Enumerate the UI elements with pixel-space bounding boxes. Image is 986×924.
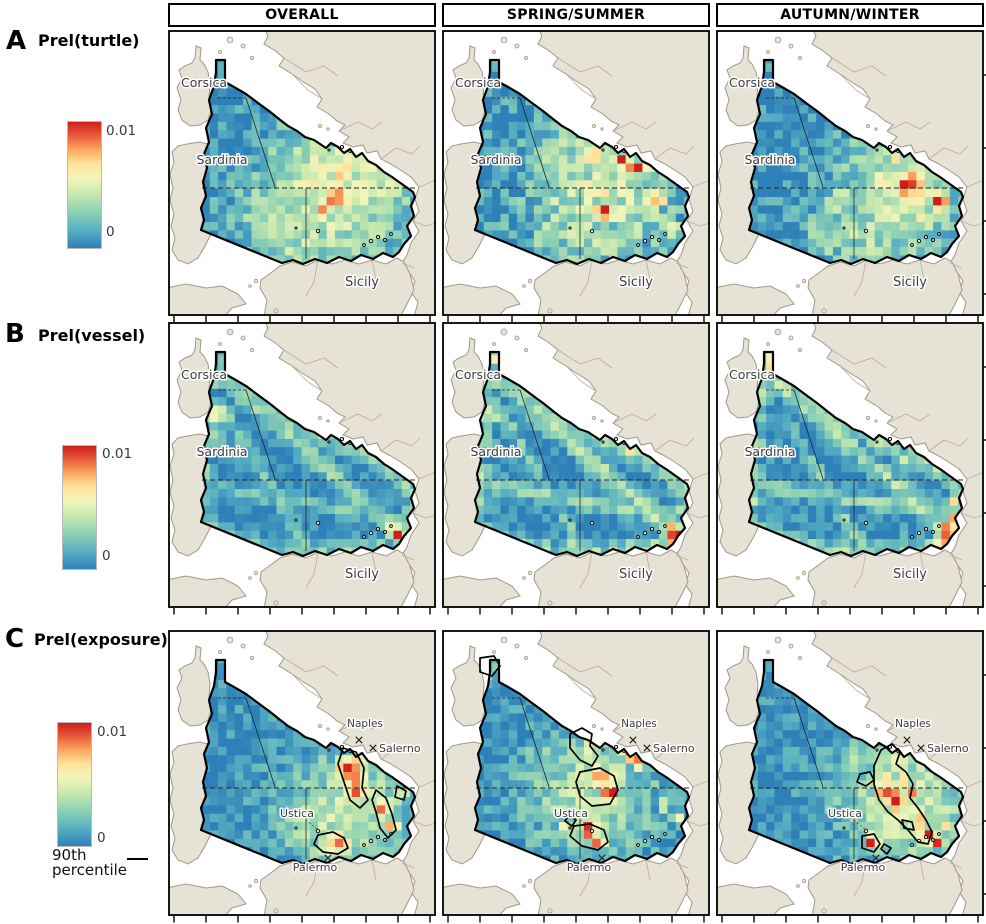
svg-text:Corsica: Corsica	[729, 75, 775, 90]
panel-letter-b: B	[5, 319, 25, 349]
map-panel-vessel-spring-summer: Corsica Sardinia Sicily	[442, 322, 718, 616]
colorbar-vessel-min: 0	[102, 548, 111, 564]
svg-text:Palermo: Palermo	[567, 861, 612, 874]
svg-text:Sicily: Sicily	[619, 275, 653, 290]
svg-text:Palermo: Palermo	[841, 861, 886, 874]
column-header-overall: OVERALL	[168, 3, 436, 27]
svg-text:Salerno: Salerno	[653, 742, 695, 755]
map-panel-exposure-spring-summer: Naples Salerno Ustica Palermo	[442, 630, 718, 924]
column-header-autumn-winter: AUTUMN/WINTER	[716, 3, 984, 27]
svg-text:Salerno: Salerno	[379, 742, 421, 755]
colorbar-exposure-min: 0	[97, 830, 106, 846]
colorbar-exposure-max: 0.01	[97, 724, 128, 740]
svg-text:Ustica: Ustica	[828, 807, 862, 820]
svg-text:Ustica: Ustica	[554, 807, 588, 820]
column-header-spring-summer: SPRING/SUMMER	[442, 3, 710, 27]
svg-text:Naples: Naples	[347, 718, 383, 730]
map-panel-turtle-overall: Corsica Sardinia Sicily	[168, 30, 444, 324]
map-panel-exposure-autumn-winter: Naples Salerno Ustica Palermo	[716, 630, 986, 924]
row-label-vessel: Prel(vessel)	[38, 326, 146, 345]
colorbar-turtle-max: 0.01	[106, 123, 137, 139]
map-panel-turtle-spring-summer: Corsica Sardinia Sicily	[442, 30, 718, 324]
map-panel-exposure-overall: Naples Salerno Ustica Palermo	[168, 630, 444, 924]
colorbar-vessel-max: 0.01	[102, 446, 133, 462]
svg-text:Sicily: Sicily	[893, 275, 927, 290]
svg-text:Sardinia: Sardinia	[745, 152, 796, 167]
panel-letter-a: A	[6, 26, 27, 56]
svg-text:Corsica: Corsica	[455, 75, 501, 90]
svg-text:Corsica: Corsica	[181, 75, 227, 90]
colorbar-turtle-min: 0	[106, 224, 115, 240]
svg-text:Palermo: Palermo	[293, 861, 338, 874]
percentile-legend-line2: percentile	[52, 861, 128, 879]
svg-text:Sicily: Sicily	[893, 567, 927, 582]
colorbar-vessel	[62, 445, 97, 570]
percentile-legend-line1: 90th	[52, 846, 87, 864]
svg-text:Sardinia: Sardinia	[471, 152, 522, 167]
svg-text:Ustica: Ustica	[280, 807, 314, 820]
map-panel-vessel-overall: Corsica Sardinia Sicily	[168, 322, 444, 616]
panel-letter-c: C	[5, 624, 25, 654]
svg-text:Corsica: Corsica	[455, 367, 501, 382]
svg-text:Sicily: Sicily	[345, 567, 379, 582]
map-panel-vessel-autumn-winter: Corsica Sardinia Sicily	[716, 322, 986, 616]
svg-text:Sicily: Sicily	[619, 567, 653, 582]
row-label-exposure: Prel(exposure)	[34, 630, 168, 649]
svg-text:Sardinia: Sardinia	[471, 444, 522, 459]
row-label-turtle: Prel(turtle)	[38, 31, 140, 50]
svg-text:Naples: Naples	[621, 718, 657, 730]
svg-text:Corsica: Corsica	[181, 367, 227, 382]
svg-text:Sardinia: Sardinia	[745, 444, 796, 459]
svg-text:Corsica: Corsica	[729, 367, 775, 382]
svg-text:Sardinia: Sardinia	[197, 444, 248, 459]
svg-text:Sicily: Sicily	[345, 275, 379, 290]
svg-text:Salerno: Salerno	[927, 742, 969, 755]
colorbar-turtle	[67, 121, 102, 249]
svg-text:Sardinia: Sardinia	[197, 152, 248, 167]
map-panel-turtle-autumn-winter: Corsica Sardinia Sicily	[716, 30, 986, 324]
svg-text:Naples: Naples	[895, 718, 931, 730]
percentile-legend-line-swatch	[127, 858, 148, 860]
colorbar-exposure	[57, 722, 92, 847]
